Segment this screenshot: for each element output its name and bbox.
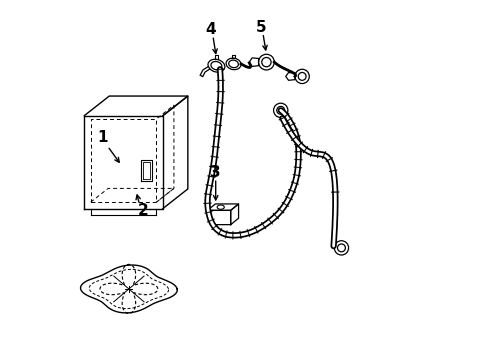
Text: 4: 4 [206, 22, 217, 37]
Text: 1: 1 [97, 130, 107, 145]
Text: 5: 5 [256, 20, 267, 35]
Text: 3: 3 [210, 165, 221, 180]
Text: 2: 2 [138, 203, 148, 218]
